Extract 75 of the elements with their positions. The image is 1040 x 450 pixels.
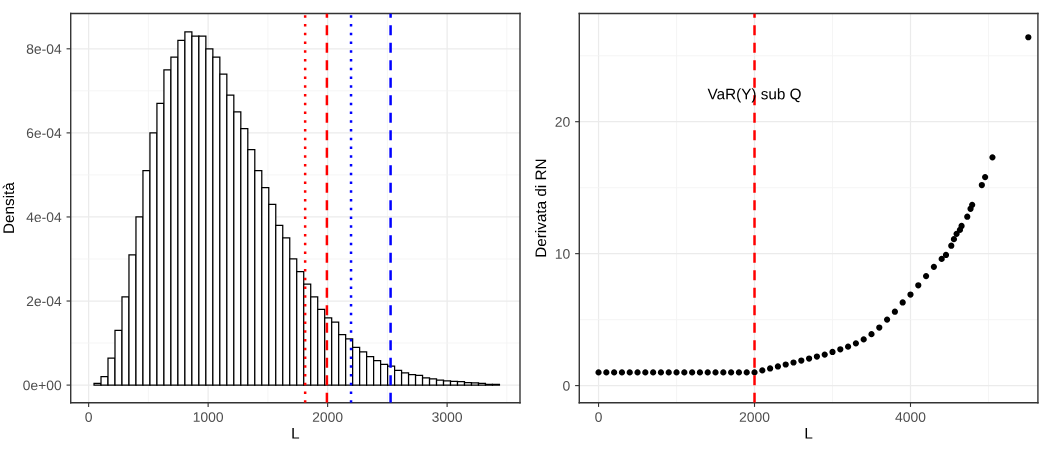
point — [681, 369, 688, 376]
point — [989, 154, 996, 161]
y-tick-label: 4e-04 — [26, 212, 62, 223]
point — [938, 255, 945, 263]
point — [844, 343, 852, 350]
point — [743, 369, 750, 376]
point — [735, 369, 743, 376]
point — [673, 369, 680, 376]
point — [982, 174, 989, 181]
x-tick-label: 0 — [595, 412, 602, 422]
point — [790, 359, 797, 366]
point — [634, 369, 641, 376]
point — [665, 369, 672, 376]
x-tick-label: 1000 — [193, 412, 224, 422]
point — [969, 201, 976, 208]
point — [950, 236, 958, 243]
point — [759, 367, 766, 374]
point — [704, 369, 711, 376]
point — [915, 282, 922, 289]
point — [782, 361, 789, 368]
point — [907, 291, 914, 298]
y-tick-label: 0 — [563, 380, 570, 391]
point — [611, 369, 618, 376]
y-axis-title: Densità — [2, 182, 15, 233]
x-tick-label: 4000 — [895, 412, 926, 422]
point — [948, 242, 955, 249]
point — [899, 299, 906, 306]
point — [922, 272, 930, 280]
point — [958, 222, 965, 230]
point — [860, 336, 867, 343]
x-tick-label: 0 — [85, 412, 92, 422]
point — [813, 353, 821, 360]
annotation: VaR(Y) sub Q — [707, 88, 801, 103]
y-tick-label: 10 — [555, 248, 570, 259]
point — [806, 355, 813, 362]
y-tick-label: 0e+00 — [23, 380, 62, 391]
point — [821, 351, 828, 358]
point — [712, 369, 719, 376]
point — [883, 316, 891, 323]
point — [876, 324, 883, 331]
point — [767, 365, 774, 372]
point — [837, 346, 844, 353]
point — [657, 369, 665, 376]
y-tick-label: 2e-04 — [26, 296, 62, 307]
x-tick-label: 2000 — [312, 412, 343, 422]
point — [978, 181, 985, 189]
point — [852, 340, 859, 347]
point — [798, 357, 805, 364]
x-axis-title: L — [805, 428, 813, 439]
point — [964, 213, 971, 220]
point — [829, 348, 836, 356]
x-tick-label: 2000 — [739, 412, 770, 422]
point — [603, 369, 610, 376]
point — [891, 308, 898, 315]
y-tick-label: 6e-04 — [26, 128, 62, 139]
point — [650, 369, 657, 376]
point — [774, 363, 782, 370]
point — [942, 251, 950, 259]
point — [1025, 34, 1032, 41]
x-tick-label: 3000 — [432, 412, 463, 422]
point — [696, 369, 704, 376]
point — [728, 369, 735, 376]
point — [930, 263, 937, 270]
point — [626, 369, 633, 376]
point — [868, 331, 875, 338]
y-tick-label: 8e-04 — [26, 44, 62, 54]
point — [642, 369, 649, 376]
point — [751, 369, 758, 376]
point — [720, 369, 727, 376]
y-tick-label: 20 — [555, 117, 570, 127]
y-axis-title: Derivata di RN — [535, 159, 547, 257]
x-axis-title: L — [292, 428, 300, 439]
point — [618, 369, 626, 376]
point — [595, 369, 602, 376]
point — [689, 369, 696, 376]
